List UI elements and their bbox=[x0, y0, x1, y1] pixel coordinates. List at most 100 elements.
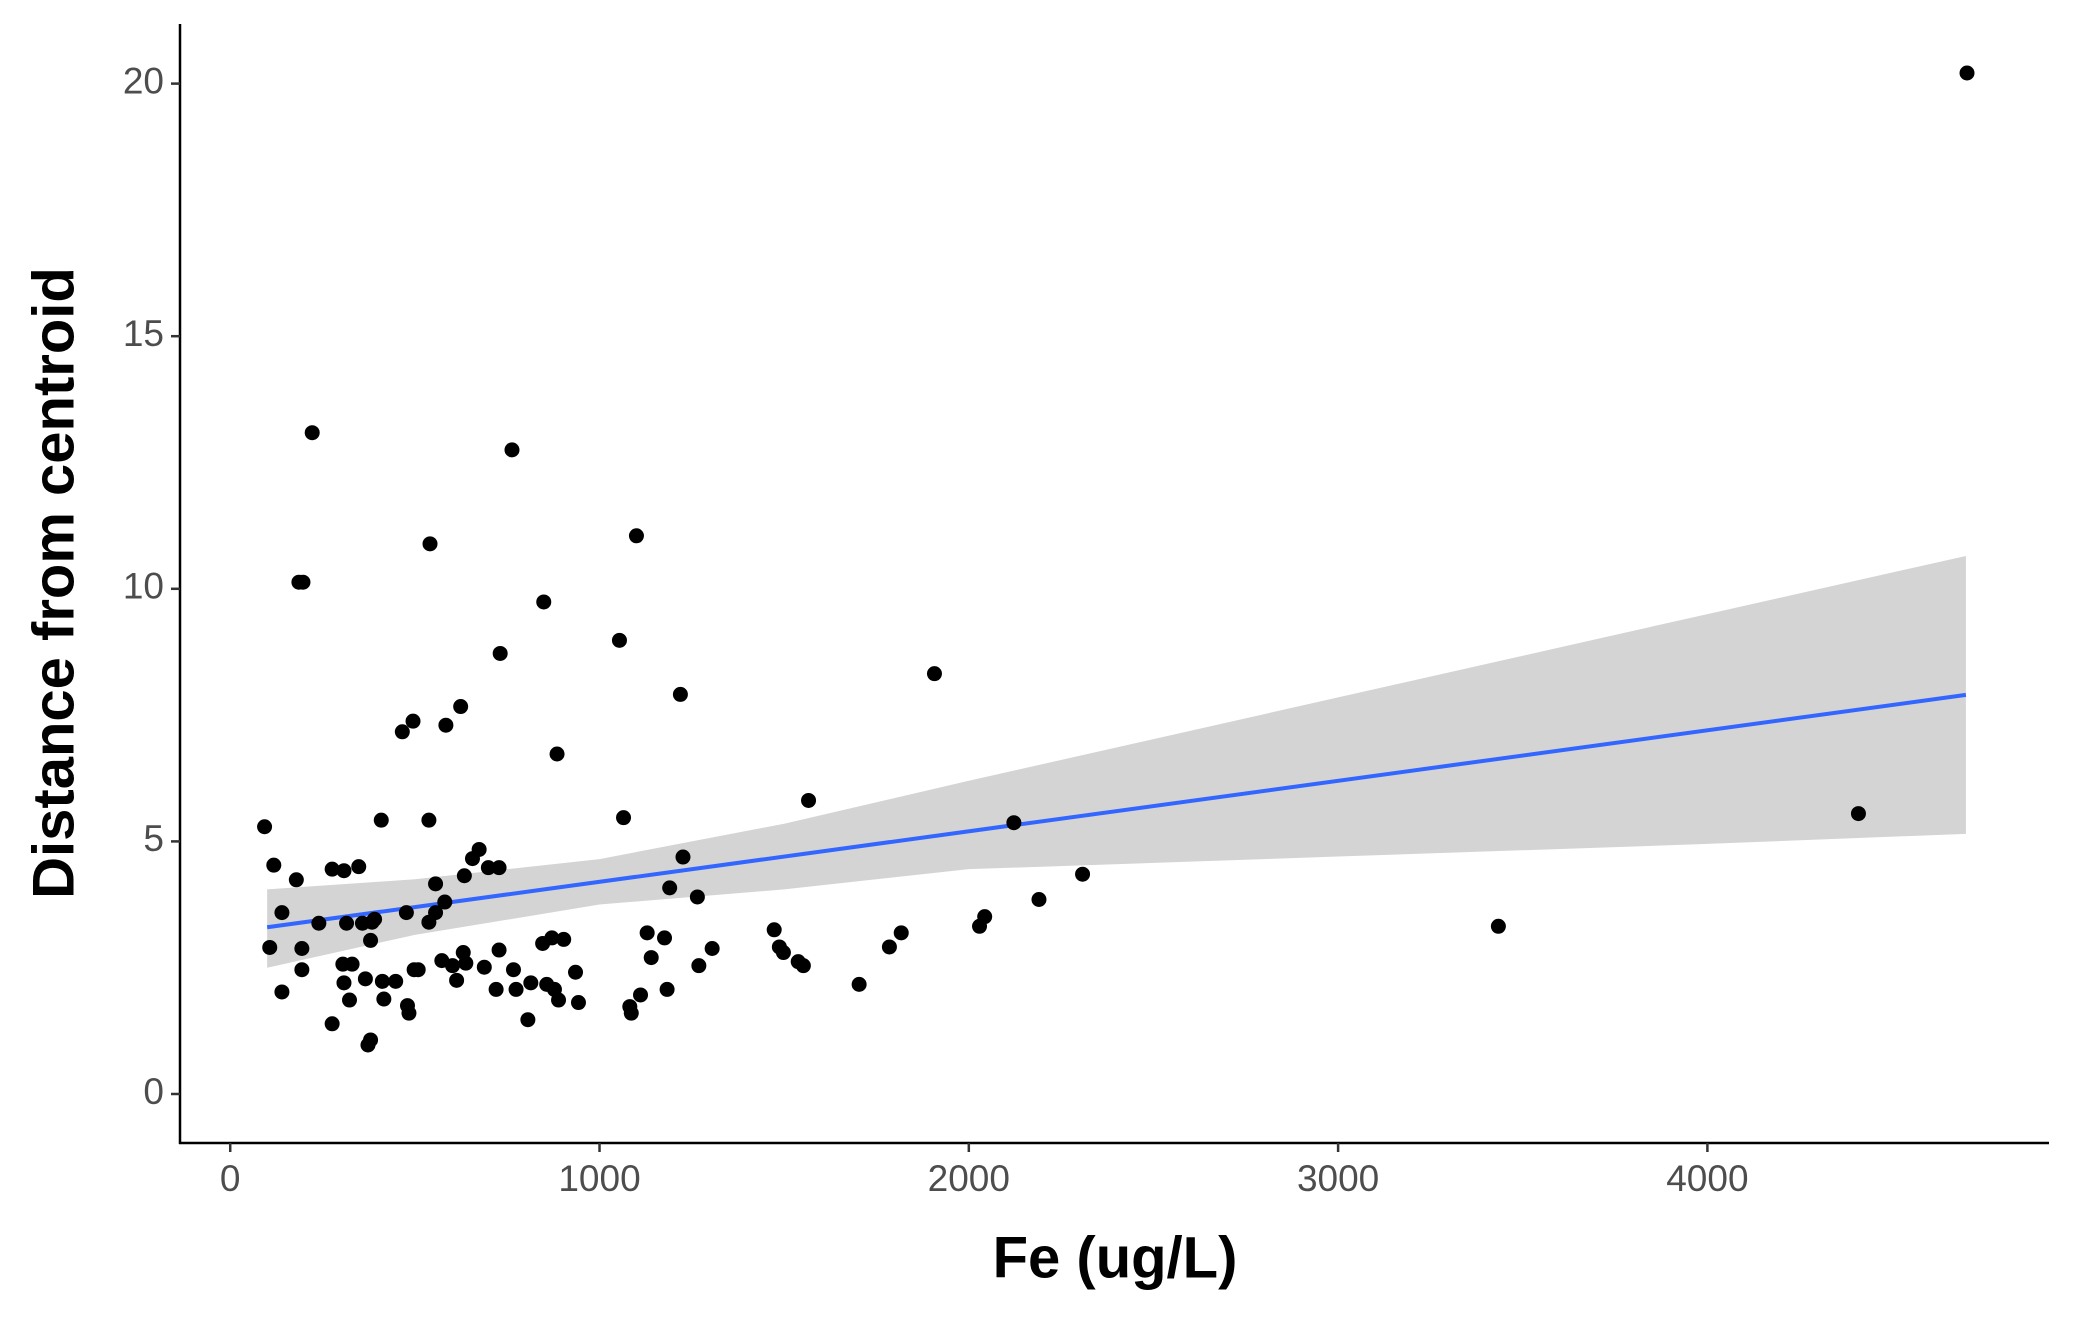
point bbox=[795, 958, 811, 974]
x-tick-label: 1000 bbox=[558, 1158, 640, 1199]
x-tick-label: 4000 bbox=[1666, 1158, 1748, 1199]
point bbox=[438, 717, 454, 733]
point bbox=[336, 975, 352, 991]
fit-line bbox=[266, 692, 1967, 930]
point bbox=[336, 863, 352, 879]
point bbox=[367, 911, 383, 927]
point bbox=[376, 991, 392, 1007]
point bbox=[549, 746, 565, 762]
point bbox=[324, 861, 340, 877]
point bbox=[445, 958, 461, 974]
point bbox=[491, 942, 507, 958]
point bbox=[672, 686, 688, 702]
point bbox=[551, 992, 567, 1008]
point bbox=[536, 594, 552, 610]
point bbox=[351, 859, 367, 875]
point bbox=[304, 425, 320, 441]
point bbox=[1031, 891, 1047, 907]
point bbox=[1490, 918, 1506, 934]
point bbox=[428, 905, 444, 921]
point bbox=[311, 915, 327, 931]
point bbox=[851, 976, 867, 992]
x-tick-label: 3000 bbox=[1297, 1158, 1379, 1199]
x-tick-label: 2000 bbox=[928, 1158, 1010, 1199]
point bbox=[421, 812, 437, 828]
y-tick-label: 20 bbox=[123, 60, 164, 101]
point bbox=[274, 984, 290, 1000]
point bbox=[505, 962, 521, 978]
point bbox=[394, 724, 410, 740]
point bbox=[544, 930, 560, 946]
point bbox=[657, 930, 673, 946]
point bbox=[893, 925, 909, 941]
point bbox=[611, 632, 627, 648]
point bbox=[405, 713, 421, 729]
point bbox=[704, 941, 720, 957]
point bbox=[257, 819, 273, 835]
point bbox=[766, 922, 782, 938]
point bbox=[410, 962, 426, 978]
point bbox=[480, 860, 496, 876]
point bbox=[428, 876, 444, 892]
point bbox=[274, 905, 290, 921]
point bbox=[339, 915, 355, 931]
point bbox=[492, 645, 508, 661]
point bbox=[388, 973, 404, 989]
point bbox=[623, 1005, 639, 1021]
point bbox=[437, 894, 453, 910]
point bbox=[628, 528, 644, 544]
y-tick-label: 5 bbox=[143, 818, 164, 859]
point bbox=[926, 666, 942, 682]
point bbox=[266, 857, 282, 873]
point bbox=[398, 905, 414, 921]
point bbox=[262, 939, 278, 955]
point bbox=[633, 987, 649, 1003]
x-axis-title: Fe (ug/L) bbox=[993, 1225, 1238, 1290]
point bbox=[471, 841, 487, 857]
point bbox=[288, 872, 304, 888]
point bbox=[662, 880, 678, 896]
point bbox=[556, 931, 572, 947]
point bbox=[1850, 806, 1866, 822]
point bbox=[675, 849, 691, 865]
point bbox=[294, 962, 310, 978]
point bbox=[1959, 65, 1975, 81]
point bbox=[373, 812, 389, 828]
point bbox=[801, 792, 817, 808]
x-tick-label: 0 bbox=[220, 1158, 241, 1199]
point bbox=[357, 971, 373, 987]
point bbox=[1006, 815, 1022, 831]
point bbox=[295, 574, 311, 590]
point bbox=[491, 860, 507, 876]
point bbox=[342, 992, 358, 1008]
point bbox=[504, 442, 520, 458]
point bbox=[374, 973, 390, 989]
point bbox=[523, 975, 539, 991]
point bbox=[881, 939, 897, 955]
point bbox=[691, 958, 707, 974]
point bbox=[449, 972, 465, 988]
point bbox=[508, 981, 524, 997]
point bbox=[977, 909, 993, 925]
point bbox=[363, 932, 379, 948]
point bbox=[324, 1016, 340, 1032]
point bbox=[453, 699, 469, 715]
point bbox=[294, 941, 310, 957]
y-tick-label: 0 bbox=[143, 1071, 164, 1112]
point bbox=[689, 889, 705, 905]
point bbox=[422, 536, 438, 552]
point bbox=[456, 868, 472, 884]
y-tick-label: 10 bbox=[123, 566, 164, 607]
point bbox=[1075, 866, 1091, 882]
point bbox=[570, 995, 586, 1011]
point bbox=[639, 925, 655, 941]
point bbox=[568, 964, 584, 980]
point bbox=[401, 1005, 417, 1021]
confidence-band bbox=[267, 555, 1966, 968]
y-tick-label: 15 bbox=[123, 313, 164, 354]
point bbox=[643, 950, 659, 966]
point bbox=[616, 810, 632, 826]
point bbox=[488, 981, 504, 997]
point bbox=[775, 945, 791, 961]
